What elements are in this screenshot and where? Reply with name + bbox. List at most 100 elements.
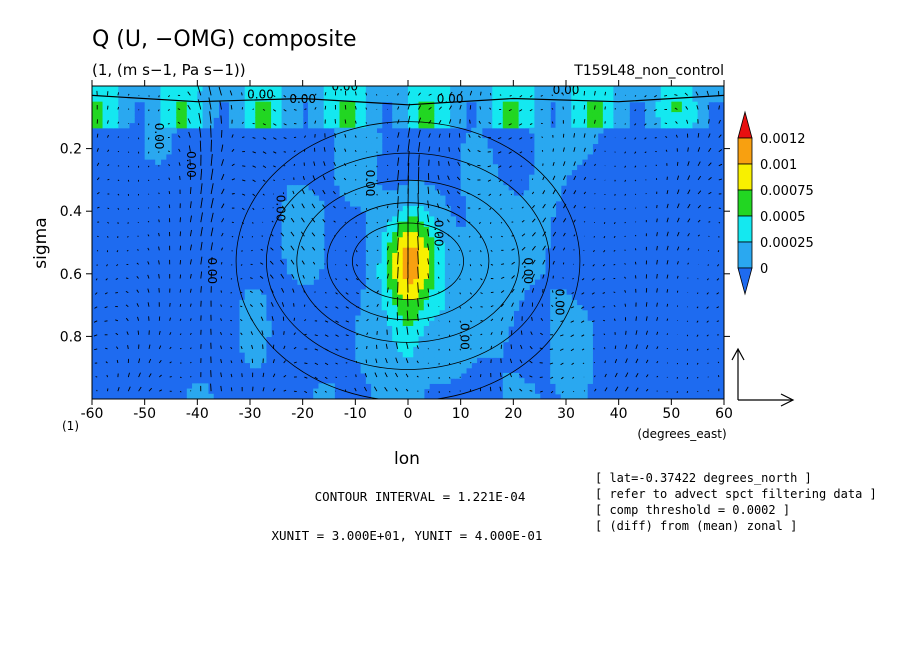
wind-vector — [707, 390, 709, 392]
field-cell — [418, 205, 425, 212]
field-cell — [471, 211, 478, 218]
field-cell — [144, 143, 151, 150]
field-cell — [576, 378, 583, 384]
wind-vector — [583, 221, 586, 223]
field-cell — [371, 205, 377, 212]
wind-vector — [459, 292, 461, 295]
field-cell — [413, 106, 420, 113]
field-cell — [413, 273, 420, 280]
field-cell — [381, 357, 388, 364]
wind-vector — [509, 165, 512, 168]
contour-label: 0.00 — [553, 83, 580, 97]
field-cell — [508, 221, 514, 228]
field-cell — [307, 242, 314, 249]
field-cell — [434, 299, 441, 306]
field-cell — [334, 127, 341, 134]
wind-vector — [210, 198, 214, 209]
wind-vector — [269, 260, 274, 265]
field-cell — [386, 352, 393, 358]
field-cell — [497, 299, 504, 306]
field-cell — [439, 221, 446, 228]
wind-vector — [96, 177, 100, 181]
field-cell — [355, 352, 362, 358]
wind-vector — [157, 151, 160, 153]
field-cell — [523, 190, 530, 197]
field-cell — [144, 106, 151, 113]
field-cell — [260, 310, 267, 317]
field-cell — [255, 101, 262, 108]
field-cell — [239, 101, 246, 108]
field-cell — [476, 226, 483, 233]
field-cell — [250, 305, 256, 311]
field-cell — [534, 268, 541, 275]
field-cell — [339, 164, 346, 171]
wind-vector — [459, 306, 462, 309]
field-cell — [676, 112, 683, 118]
field-cell — [323, 112, 330, 118]
field-cell — [434, 279, 441, 285]
field-cell — [444, 372, 451, 379]
wind-vector — [218, 86, 222, 96]
field-cell — [613, 117, 620, 124]
field-cell — [365, 320, 372, 327]
field-cell — [408, 91, 414, 98]
field-cell — [497, 289, 504, 296]
field-cell — [429, 226, 435, 233]
field-cell — [149, 101, 156, 108]
field-cell — [492, 294, 499, 301]
wind-vector — [593, 236, 595, 238]
field-cell — [423, 205, 430, 212]
wind-vector — [541, 136, 543, 138]
field-cell — [392, 388, 399, 395]
wind-vector — [644, 165, 647, 167]
wind-vector — [591, 320, 595, 323]
field-cell — [376, 367, 383, 374]
field-cell — [502, 284, 509, 291]
field-cell — [450, 299, 456, 306]
field-cell — [102, 91, 109, 98]
field-cell — [429, 247, 435, 254]
wind-vector — [540, 318, 544, 322]
x-axis-label: lon — [394, 449, 420, 469]
field-cell — [487, 263, 493, 270]
field-cell — [281, 122, 288, 129]
field-cell — [534, 148, 541, 155]
wind-vector — [252, 151, 256, 154]
field-cell — [444, 247, 451, 254]
field-cell — [460, 341, 467, 348]
field-cell — [444, 263, 451, 270]
field-cell — [418, 284, 425, 291]
field-cell — [550, 138, 557, 144]
field-cell — [460, 367, 467, 374]
field-cell — [360, 299, 367, 306]
wind-vector — [446, 189, 450, 195]
field-cell — [386, 190, 393, 197]
field-cell — [502, 325, 509, 332]
wind-vector — [136, 262, 139, 265]
field-cell — [476, 252, 483, 259]
field-cell — [307, 122, 314, 129]
field-cell — [534, 226, 541, 233]
field-cell — [260, 320, 267, 327]
field-cell — [508, 320, 514, 327]
wind-vector — [407, 103, 411, 110]
field-cell — [608, 117, 614, 124]
field-cell — [439, 226, 446, 233]
field-cell — [476, 117, 483, 124]
field-cell — [566, 341, 572, 348]
field-cell — [350, 112, 356, 118]
field-cell — [297, 101, 304, 108]
field-cell — [107, 96, 114, 103]
field-cell — [544, 211, 551, 218]
field-cell — [550, 367, 557, 374]
field-cell — [197, 96, 204, 103]
wind-vector — [179, 333, 182, 336]
field-cell — [576, 159, 583, 165]
field-cell — [566, 112, 572, 118]
field-cell — [302, 200, 309, 207]
wind-vector — [560, 320, 564, 322]
field-cell — [502, 315, 509, 322]
field-cell — [492, 346, 499, 353]
field-cell — [566, 346, 572, 353]
field-cell — [386, 252, 393, 259]
